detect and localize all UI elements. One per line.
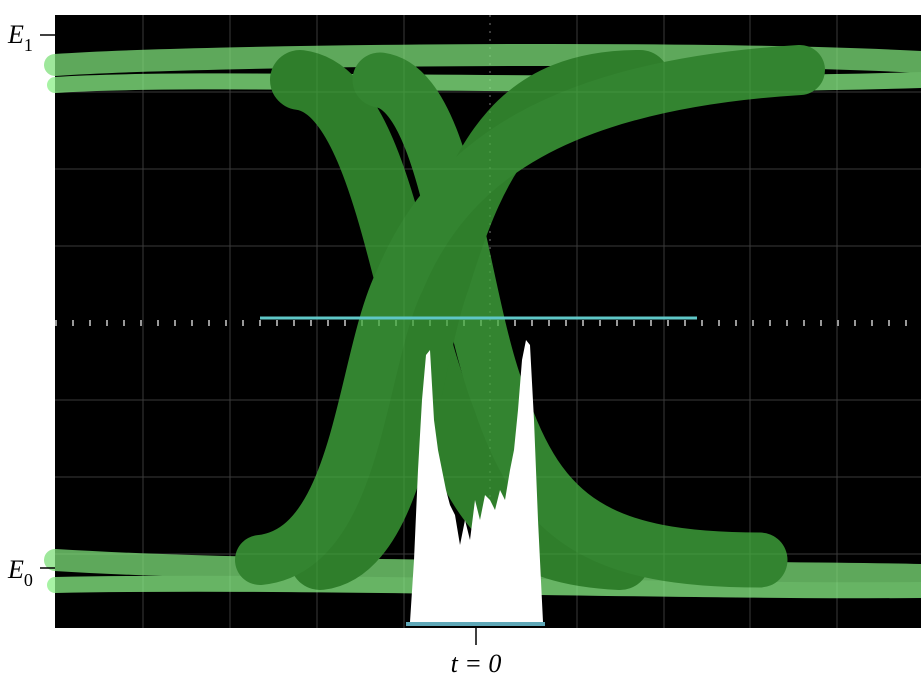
t0-label: t = 0 — [451, 649, 502, 678]
page: E1 E0 t = 0 {"labels": {"e1": {"symbol":… — [0, 0, 921, 682]
e0-symbol: E — [7, 555, 24, 584]
e1-label: E1 — [7, 20, 33, 55]
eye-diagram-figure: E1 E0 t = 0 — [0, 0, 921, 682]
e1-subscript: 1 — [24, 35, 33, 55]
e0-subscript: 0 — [24, 570, 33, 590]
e1-symbol: E — [7, 20, 24, 49]
e0-label: E0 — [7, 555, 33, 590]
